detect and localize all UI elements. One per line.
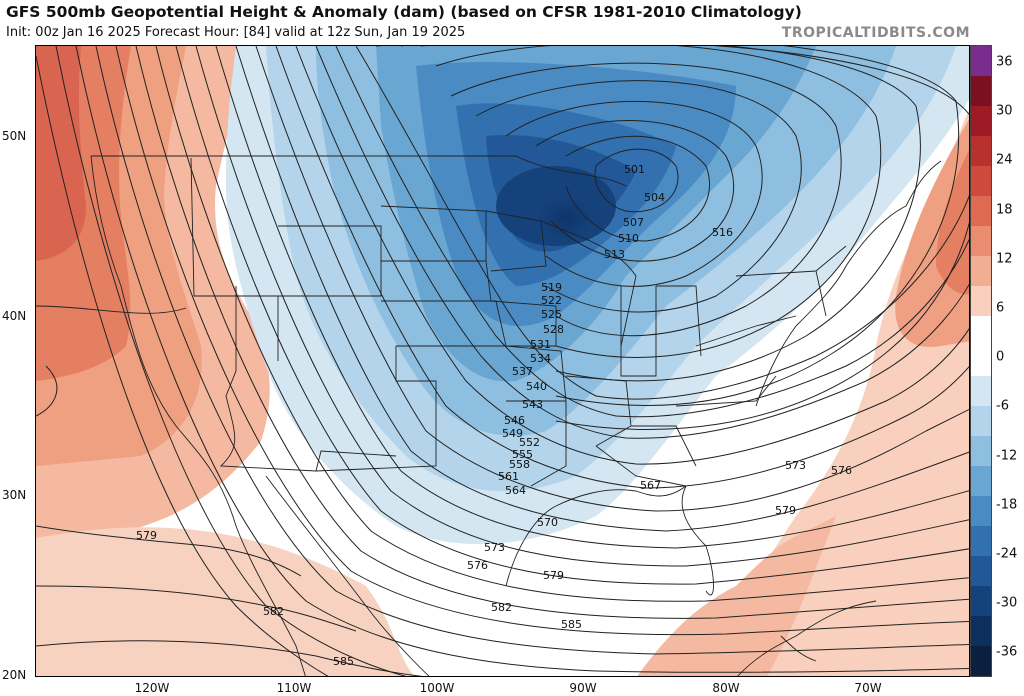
map-subtitle: Init: 00z Jan 16 2025 Forecast Hour: [84…	[6, 25, 466, 40]
watermark: TROPICALTIDBITS.COM	[781, 25, 970, 41]
lon-label-100w: 100W	[419, 681, 455, 695]
contour-label: 531	[530, 338, 551, 351]
contour-label: 534	[530, 352, 551, 365]
contour-label: 585	[333, 655, 354, 668]
colorbar-segment	[971, 316, 991, 346]
colorbar-segment	[971, 526, 991, 556]
contour-label: 579	[136, 529, 157, 542]
colorbar-segment	[971, 136, 991, 166]
contour-label: 576	[831, 464, 852, 477]
lon-label-120w: 120W	[134, 681, 170, 695]
lat-label-50n: 50N	[2, 129, 27, 143]
colorbar-tick-label: 6	[996, 300, 1005, 316]
warm-anomaly-west	[36, 46, 270, 538]
contour-label: 525	[541, 308, 562, 321]
contour-label: 549	[502, 427, 523, 440]
contour-label: 552	[519, 436, 540, 449]
colorbar-segment	[971, 376, 991, 406]
colorbar-segment	[971, 466, 991, 496]
colorbar-segment	[971, 76, 991, 106]
contour-label: 564	[505, 484, 526, 497]
colorbar-tick-label: 18	[996, 202, 1013, 218]
height-contours	[36, 46, 969, 676]
lon-label-80w: 80W	[712, 681, 740, 695]
colorbar-segment	[971, 406, 991, 436]
colorbar-segment	[971, 646, 991, 676]
colorbar-segment	[971, 226, 991, 256]
contour-label: 516	[712, 226, 733, 239]
contour-label: 546	[504, 414, 525, 427]
contour-label: 567	[640, 479, 661, 492]
colorbar-tick-label: -18	[996, 497, 1018, 513]
colorbar-tick-label: 30	[996, 103, 1013, 119]
colorbar-segment	[971, 106, 991, 136]
contour-label: 522	[541, 294, 562, 307]
map-canvas: 501 504 507 510 513 516 519 522 525 528 …	[36, 46, 969, 676]
map-title: GFS 500mb Geopotential Height & Anomaly …	[6, 3, 802, 21]
contour-label: 582	[491, 601, 512, 614]
colorbar-tick-label: 36	[996, 54, 1013, 70]
contour-label: 540	[526, 380, 547, 393]
colorbar-segment	[971, 46, 991, 76]
colorbar-tick-label: 0	[996, 349, 1005, 365]
contour-label: 513	[604, 248, 625, 261]
warm-anomaly-southwest	[36, 527, 415, 676]
warm-anomaly-east	[637, 110, 969, 676]
contour-label: 543	[522, 398, 543, 411]
colorbar-segment	[971, 196, 991, 226]
contour-label: 519	[541, 281, 562, 294]
lat-label-40n: 40N	[2, 309, 27, 323]
contour-label: 573	[785, 459, 806, 472]
colorbar-tick-label: -36	[996, 644, 1018, 660]
contour-label: 507	[623, 216, 644, 229]
colorbar-tick-label: -6	[996, 398, 1009, 414]
contour-label: 537	[512, 365, 533, 378]
contour-label: 504	[644, 191, 665, 204]
contour-label: 558	[509, 458, 530, 471]
contour-label: 579	[543, 569, 564, 582]
colorbar-segment	[971, 286, 991, 316]
colorbar-segment	[971, 496, 991, 526]
colorbar-segment	[971, 556, 991, 586]
colorbar-segment	[971, 166, 991, 196]
contour-labels: 501 504 507 510 513 516 519 522 525 528 …	[136, 163, 852, 668]
political-borders	[36, 155, 942, 676]
contour-label: 501	[624, 163, 645, 176]
lat-label-30n: 30N	[2, 488, 27, 502]
colorbar-segment	[971, 346, 991, 376]
lat-label-20n: 20N	[2, 668, 27, 682]
lon-label-70w: 70W	[854, 681, 882, 695]
lon-label-90w: 90W	[569, 681, 597, 695]
contour-label: 585	[561, 618, 582, 631]
contour-label: 510	[618, 232, 639, 245]
colorbar-segment	[971, 616, 991, 646]
contour-label: 570	[537, 516, 558, 529]
contour-label: 561	[498, 470, 519, 483]
colorbar-tick-label: -30	[996, 595, 1018, 611]
colorbar-tick-label: -24	[996, 546, 1018, 562]
contour-label: 576	[467, 559, 488, 572]
colorbar-segment	[971, 586, 991, 616]
colorbar-segment	[971, 256, 991, 286]
colorbar-segment	[971, 436, 991, 466]
lon-label-110w: 110W	[276, 681, 312, 695]
contour-label: 582	[263, 605, 284, 618]
anomaly-colorbar	[970, 45, 992, 677]
map-panel: 501 504 507 510 513 516 519 522 525 528 …	[35, 45, 970, 677]
contour-label: 579	[775, 504, 796, 517]
contour-label: 573	[484, 541, 505, 554]
colorbar-tick-label: 24	[996, 152, 1013, 168]
contour-label: 555	[512, 448, 533, 461]
colorbar-tick-label: -12	[996, 448, 1018, 464]
contour-label: 528	[543, 323, 564, 336]
colorbar-tick-label: 12	[996, 251, 1013, 267]
